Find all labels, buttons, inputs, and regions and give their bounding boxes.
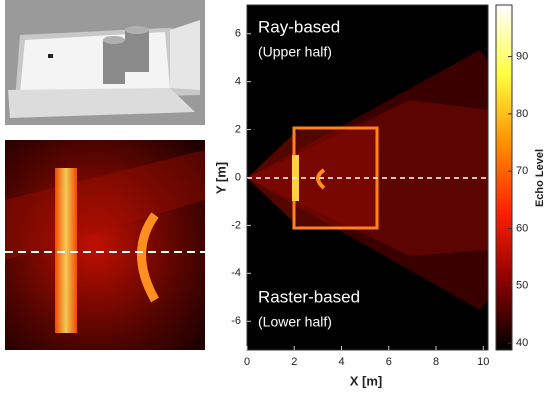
y-axis-label: Y [m] — [213, 162, 228, 194]
heatmap-image: Ray-based (Upper half) Raster-based (Low… — [246, 4, 489, 351]
x-axis-label: X [m] — [350, 373, 383, 388]
zoom-view — [5, 140, 205, 350]
annotation: (Upper half) — [258, 44, 332, 60]
colorbar-tick-label: 70 — [516, 165, 528, 177]
y-tick-label: 4 — [235, 76, 241, 88]
colorbar-tick-label: 60 — [516, 222, 528, 234]
y-tick-label: -6 — [231, 315, 241, 327]
x-tick-label: 2 — [291, 356, 297, 368]
x-tick-label: 4 — [338, 356, 344, 368]
annotation: Raster-based — [258, 287, 360, 306]
annotation: (Lower half) — [258, 314, 332, 330]
colorbar-label: Echo Level — [534, 149, 546, 207]
y-tick-label: 6 — [235, 28, 241, 40]
x-tick-label: 0 — [244, 356, 250, 368]
y-tick-label: -2 — [231, 219, 241, 231]
colorbar-tick-label: 90 — [516, 50, 528, 62]
colorbar-tick-label: 50 — [516, 280, 528, 292]
y-tick-label: 0 — [235, 171, 241, 183]
annotation: Ray-based — [258, 17, 340, 36]
x-tick-label: 8 — [433, 356, 439, 368]
scene-3d — [5, 0, 205, 125]
x-tick-label: 6 — [386, 356, 392, 368]
colorbar — [495, 4, 513, 351]
x-tick-label: 10 — [477, 356, 489, 368]
colorbar-tick-label: 40 — [516, 337, 528, 349]
y-tick-label: -4 — [231, 267, 241, 279]
colorbar-tick-label: 80 — [516, 108, 528, 120]
y-tick-label: 2 — [235, 123, 241, 135]
